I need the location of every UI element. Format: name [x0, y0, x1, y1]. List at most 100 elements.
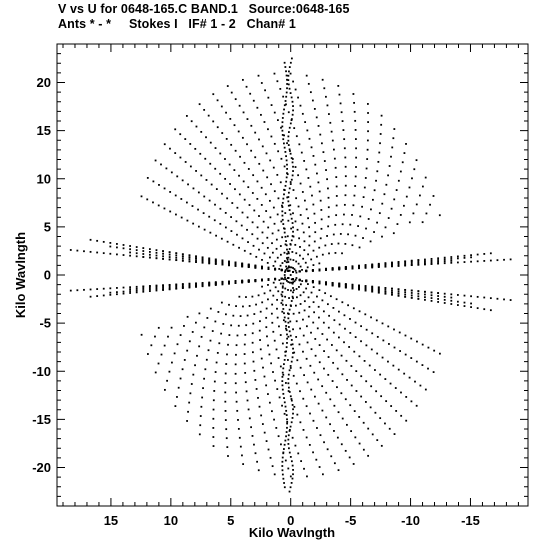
uv-point: [237, 419, 239, 421]
uv-point: [286, 172, 288, 175]
uv-point: [289, 367, 292, 369]
uv-point: [288, 87, 291, 90]
uv-point: [317, 305, 320, 308]
chart-title: V vs U for 0648-165.C BAND.1 Source:0648…: [58, 2, 350, 16]
uv-point: [83, 288, 85, 291]
uv-point: [438, 214, 441, 217]
uv-point: [162, 255, 164, 258]
uv-point: [381, 356, 384, 359]
uv-point: [325, 391, 328, 394]
uv-point: [299, 390, 301, 393]
uv-point: [317, 378, 320, 381]
uv-point: [282, 373, 285, 376]
uv-point: [179, 377, 182, 380]
uv-point: [358, 284, 360, 287]
uv-point: [424, 260, 426, 263]
uv-point: [419, 384, 422, 387]
uv-point: [302, 291, 305, 294]
uv-point: [287, 378, 290, 380]
uv-point: [265, 316, 268, 319]
uv-point: [316, 427, 318, 429]
uv-point: [371, 198, 374, 201]
uv-point: [285, 409, 288, 412]
uv-point: [198, 103, 201, 106]
uv-point: [302, 231, 305, 234]
uv-point: [425, 212, 428, 215]
uv-point: [274, 268, 277, 271]
uv-point: [225, 428, 228, 431]
uv-point: [299, 104, 302, 107]
uv-point: [247, 408, 250, 411]
uv-point: [234, 280, 237, 282]
uv-point: [397, 263, 400, 266]
uv-point: [344, 398, 347, 401]
uv-point: [338, 283, 341, 286]
uv-point: [263, 252, 266, 255]
uv-point: [377, 160, 380, 163]
uv-point: [393, 198, 396, 201]
uv-point: [273, 473, 276, 476]
uv-point: [290, 300, 293, 302]
uv-point: [377, 263, 380, 266]
uv-point: [276, 213, 279, 216]
uv-point: [303, 309, 306, 312]
uv-point: [355, 370, 358, 373]
uv-point: [327, 215, 330, 218]
uv-point: [290, 460, 293, 463]
uv-point: [319, 434, 322, 437]
uv-point: [310, 388, 313, 391]
uv-point: [377, 286, 380, 289]
uv-point: [281, 469, 284, 472]
uv-point: [268, 199, 271, 202]
uv-point: [367, 121, 369, 123]
uv-point: [405, 195, 408, 198]
uv-point: [269, 159, 272, 162]
uv-point: [339, 102, 342, 105]
uv-point: [272, 371, 274, 373]
uv-point: [289, 61, 292, 64]
uv-point: [503, 298, 505, 301]
uv-point: [281, 456, 284, 459]
uv-point: [236, 409, 239, 412]
uv-point: [281, 380, 284, 383]
uv-point: [142, 250, 145, 252]
uv-point: [214, 284, 217, 286]
uv-point: [297, 205, 300, 208]
uv-point: [184, 161, 187, 163]
uv-point: [243, 353, 246, 355]
uv-point: [294, 278, 297, 281]
uv-point: [228, 334, 231, 336]
uv-point: [424, 263, 426, 266]
uv-point: [298, 278, 301, 281]
uv-point: [287, 144, 290, 146]
uv-point: [336, 436, 339, 439]
uv-point: [272, 294, 275, 297]
uv-point: [208, 281, 211, 284]
uv-point: [437, 259, 440, 261]
uv-point: [201, 285, 204, 288]
uv-point: [358, 285, 360, 288]
uv-point: [327, 225, 330, 228]
uv-point: [288, 490, 291, 493]
uv-point: [301, 112, 304, 115]
uv-point: [294, 304, 297, 307]
uv-point: [361, 205, 363, 208]
uv-point: [260, 186, 263, 189]
uv-point: [205, 179, 208, 181]
uv-point: [239, 315, 242, 317]
uv-point: [344, 165, 347, 168]
uv-point: [312, 155, 315, 157]
uv-point: [258, 405, 261, 408]
uv-point: [281, 375, 284, 378]
uv-point: [227, 343, 229, 346]
uv-point: [353, 110, 356, 113]
uv-point: [271, 465, 274, 468]
y-tick-label: -10: [32, 364, 51, 379]
uv-point: [371, 263, 374, 266]
uv-point: [421, 364, 424, 366]
uv-point: [316, 172, 318, 175]
uv-point: [302, 428, 305, 431]
uv-point: [437, 257, 440, 260]
uv-point: [305, 357, 308, 360]
uv-point: [305, 208, 308, 211]
